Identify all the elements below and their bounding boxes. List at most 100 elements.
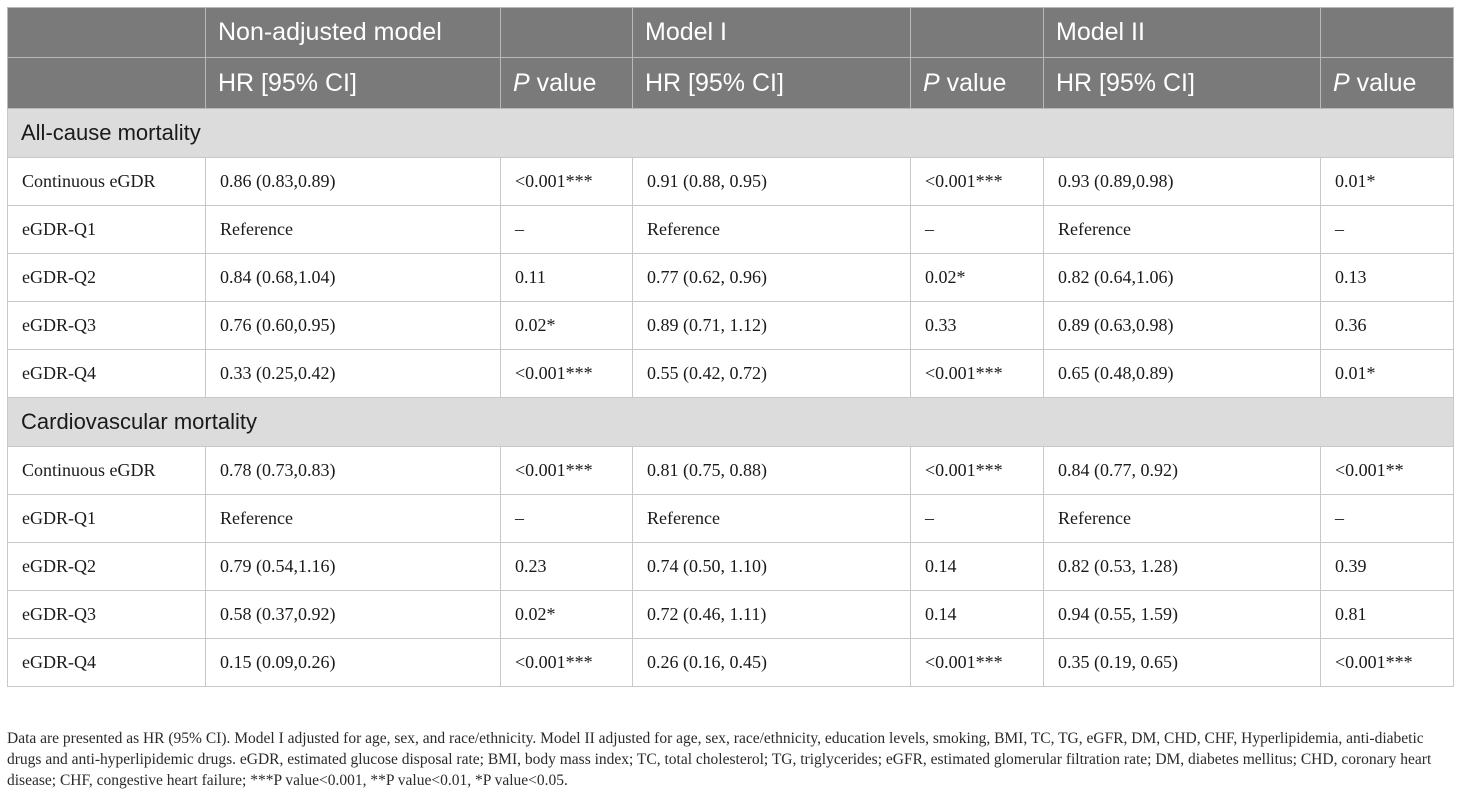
p-model-i: – <box>910 205 1044 254</box>
table-row: eGDR-Q1 Reference – Reference – Reference – <box>7 205 1454 254</box>
hr-model-ii: 0.89 (0.63,0.98) <box>1043 301 1321 350</box>
p-model-ii: <0.001** <box>1320 446 1454 495</box>
p-model-i: 0.33 <box>910 301 1044 350</box>
header-blank <box>1320 7 1454 58</box>
p-value-text: value <box>1349 68 1417 97</box>
hr-non-adjusted: 0.15 (0.09,0.26) <box>205 638 501 687</box>
p-model-ii: 0.13 <box>1320 253 1454 302</box>
header-hr-ci: HR [95% CI] <box>632 57 911 109</box>
header-blank <box>910 7 1044 58</box>
p-italic: P <box>1333 68 1350 97</box>
hr-model-i: 0.89 (0.71, 1.12) <box>632 301 911 350</box>
table-row: eGDR-Q3 0.76 (0.60,0.95) 0.02* 0.89 (0.71, … <box>7 301 1454 350</box>
hr-model-i: 0.26 (0.16, 0.45) <box>632 638 911 687</box>
p-model-i: 0.14 <box>910 542 1044 591</box>
p-model-i: 0.02* <box>910 253 1044 302</box>
hr-non-adjusted: 0.84 (0.68,1.04) <box>205 253 501 302</box>
p-model-ii: – <box>1320 205 1454 254</box>
header-non-adjusted-model: Non-adjusted model <box>205 7 501 58</box>
p-model-i: – <box>910 494 1044 543</box>
header-hr-ci: HR [95% CI] <box>1043 57 1321 109</box>
p-model-ii: 0.01* <box>1320 157 1454 206</box>
row-label: eGDR-Q3 <box>7 301 206 350</box>
header-row-stats: HR [95% CI] P value HR [95% CI] P value … <box>7 57 1454 109</box>
header-row-models: Non-adjusted model Model I Model II <box>7 7 1454 58</box>
hr-model-i: 0.81 (0.75, 0.88) <box>632 446 911 495</box>
hr-model-ii: 0.94 (0.55, 1.59) <box>1043 590 1321 639</box>
table-row: eGDR-Q3 0.58 (0.37,0.92) 0.02* 0.72 (0.46, … <box>7 590 1454 639</box>
p-model-i: <0.001*** <box>910 157 1044 206</box>
results-table-container: Non-adjusted model Model I Model II HR [… <box>7 7 1454 687</box>
p-model-i: 0.14 <box>910 590 1044 639</box>
table-row: eGDR-Q4 0.33 (0.25,0.42) <0.001*** 0.55 (0.… <box>7 349 1454 398</box>
p-non-adjusted: <0.001*** <box>500 638 633 687</box>
p-non-adjusted: 0.23 <box>500 542 633 591</box>
p-model-ii: 0.81 <box>1320 590 1454 639</box>
hr-model-ii: 0.82 (0.64,1.06) <box>1043 253 1321 302</box>
hr-model-ii: 0.35 (0.19, 0.65) <box>1043 638 1321 687</box>
section-header-row: Cardiovascular mortality <box>7 397 1454 447</box>
p-model-i: <0.001*** <box>910 638 1044 687</box>
p-model-i: <0.001*** <box>910 349 1044 398</box>
hr-non-adjusted: 0.33 (0.25,0.42) <box>205 349 501 398</box>
p-non-adjusted: <0.001*** <box>500 349 633 398</box>
hr-model-i: 0.91 (0.88, 0.95) <box>632 157 911 206</box>
header-p-value: P value <box>500 57 633 109</box>
header-p-value: P value <box>1320 57 1454 109</box>
hr-non-adjusted: 0.76 (0.60,0.95) <box>205 301 501 350</box>
hr-model-i: Reference <box>632 494 911 543</box>
hr-model-i: Reference <box>632 205 911 254</box>
hr-model-i: 0.77 (0.62, 0.96) <box>632 253 911 302</box>
section-header-row: All-cause mortality <box>7 108 1454 158</box>
hr-model-ii: 0.84 (0.77, 0.92) <box>1043 446 1321 495</box>
table-row: eGDR-Q4 0.15 (0.09,0.26) <0.001*** 0.26 (0.… <box>7 638 1454 687</box>
hr-non-adjusted: Reference <box>205 205 501 254</box>
p-non-adjusted: 0.02* <box>500 301 633 350</box>
p-value-text: value <box>939 68 1007 97</box>
header-p-value: P value <box>910 57 1044 109</box>
section-title: All-cause mortality <box>7 108 1454 158</box>
hr-model-i: 0.55 (0.42, 0.72) <box>632 349 911 398</box>
p-model-ii: 0.36 <box>1320 301 1454 350</box>
p-model-ii: <0.001*** <box>1320 638 1454 687</box>
row-label: eGDR-Q2 <box>7 542 206 591</box>
header-blank <box>500 7 633 58</box>
hr-model-ii: Reference <box>1043 494 1321 543</box>
row-label: eGDR-Q1 <box>7 494 206 543</box>
row-label: eGDR-Q2 <box>7 253 206 302</box>
table-row: eGDR-Q1 Reference – Reference – Reference – <box>7 494 1454 543</box>
hr-model-ii: 0.93 (0.89,0.98) <box>1043 157 1321 206</box>
hr-non-adjusted: 0.58 (0.37,0.92) <box>205 590 501 639</box>
p-model-i: <0.001*** <box>910 446 1044 495</box>
table-row: eGDR-Q2 0.79 (0.54,1.16) 0.23 0.74 (0.50, 1… <box>7 542 1454 591</box>
header-blank <box>7 57 206 109</box>
p-value-text: value <box>529 68 597 97</box>
hr-non-adjusted: 0.78 (0.73,0.83) <box>205 446 501 495</box>
p-non-adjusted: 0.02* <box>500 590 633 639</box>
hr-non-adjusted: 0.86 (0.83,0.89) <box>205 157 501 206</box>
p-model-ii: – <box>1320 494 1454 543</box>
hr-model-i: 0.72 (0.46, 1.11) <box>632 590 911 639</box>
hazard-ratio-table: Non-adjusted model Model I Model II HR [… <box>7 7 1454 687</box>
p-italic: P <box>513 68 530 97</box>
p-non-adjusted: <0.001*** <box>500 157 633 206</box>
row-label: Continuous eGDR <box>7 157 206 206</box>
header-model-i: Model I <box>632 7 911 58</box>
hr-model-ii: 0.82 (0.53, 1.28) <box>1043 542 1321 591</box>
table-row: Continuous eGDR 0.86 (0.83,0.89) <0.001***… <box>7 157 1454 206</box>
p-italic: P <box>923 68 940 97</box>
hr-model-ii: Reference <box>1043 205 1321 254</box>
row-label: eGDR-Q4 <box>7 349 206 398</box>
p-model-ii: 0.39 <box>1320 542 1454 591</box>
p-model-ii: 0.01* <box>1320 349 1454 398</box>
header-model-ii: Model II <box>1043 7 1321 58</box>
row-label: eGDR-Q4 <box>7 638 206 687</box>
row-label: eGDR-Q3 <box>7 590 206 639</box>
hr-non-adjusted: 0.79 (0.54,1.16) <box>205 542 501 591</box>
table-row: eGDR-Q2 0.84 (0.68,1.04) 0.11 0.77 (0.62, 0… <box>7 253 1454 302</box>
p-non-adjusted: – <box>500 494 633 543</box>
hr-non-adjusted: Reference <box>205 494 501 543</box>
table-footnote: Data are presented as HR (95% CI). Model… <box>7 730 1432 789</box>
p-non-adjusted: <0.001*** <box>500 446 633 495</box>
section-title: Cardiovascular mortality <box>7 397 1454 447</box>
